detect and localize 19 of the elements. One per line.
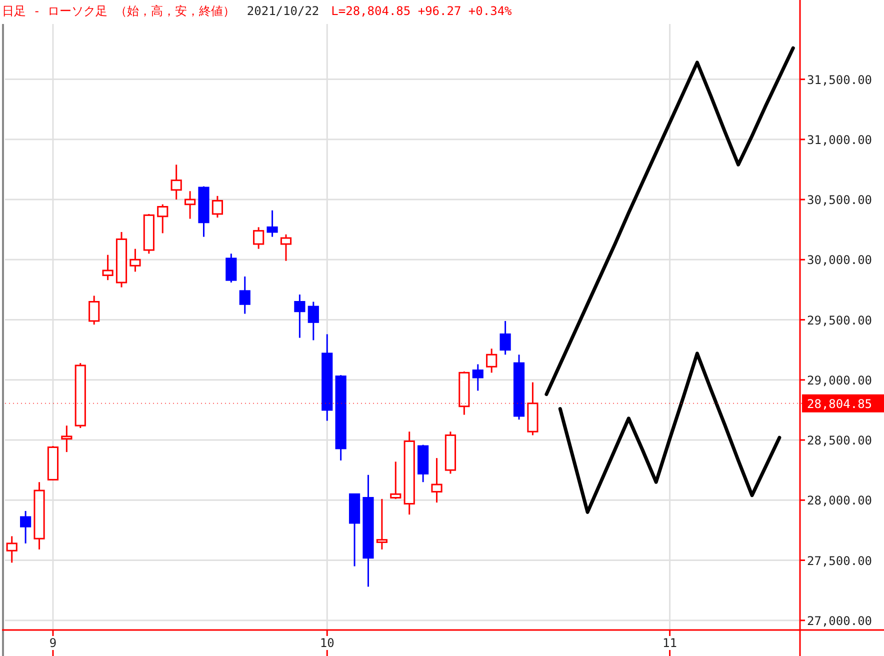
y-tick-label: 30,500.00: [807, 193, 872, 208]
y-tick-label: 29,500.00: [807, 313, 872, 328]
x-tick-label: 9: [49, 636, 57, 650]
chart-subtitle: 2021/10/22: [246, 4, 320, 18]
y-tick-label: 31,000.00: [807, 132, 872, 147]
chart-title: 日足 - ローソク足 （始，高，安，終値）: [2, 4, 235, 18]
line-series: [544, 46, 795, 396]
ref-line-label: 28,804.85: [807, 396, 872, 411]
y-tick-label: 31,500.00: [807, 72, 872, 87]
x-tick-label: 11: [662, 636, 678, 650]
x-tick-label: 10: [320, 636, 334, 650]
y-tick-label: 30,000.00: [807, 253, 872, 268]
text: L=28,804.85 +96.27 +0.34%: [331, 4, 513, 18]
y-tick-label: 28,500.00: [807, 434, 872, 448]
y-tick-label: 28,000.00: [807, 494, 872, 508]
line-series: [558, 352, 782, 514]
y-tick-label: 27,000.00: [807, 614, 872, 628]
y-tick-label: 27,500.00: [807, 554, 872, 568]
y-tick-label: 29,000.00: [807, 373, 872, 388]
